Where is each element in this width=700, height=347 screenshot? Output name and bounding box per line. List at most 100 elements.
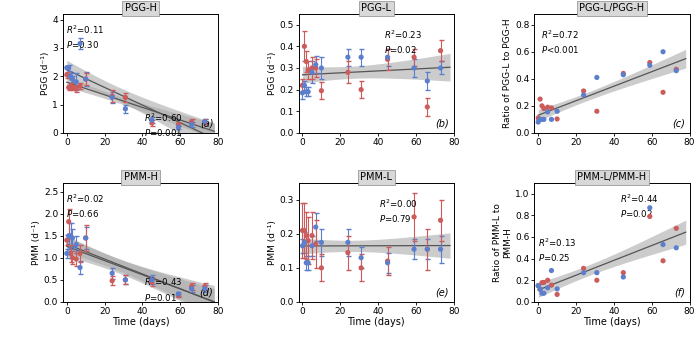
Point <box>65 233 76 238</box>
Point <box>310 62 321 68</box>
Point <box>409 65 420 71</box>
Point <box>71 86 82 92</box>
Point <box>307 243 318 248</box>
Point <box>310 224 321 230</box>
Text: $R^2$=0.60
$P$=0.001: $R^2$=0.60 $P$=0.001 <box>144 111 182 138</box>
Point <box>533 115 544 121</box>
Point <box>617 274 629 280</box>
Title: PMM-L: PMM-L <box>360 172 392 182</box>
Point <box>409 246 420 252</box>
Point <box>533 119 544 125</box>
Point <box>535 117 546 122</box>
Point <box>671 68 682 74</box>
Point <box>146 120 158 126</box>
Point <box>421 78 433 84</box>
Point <box>173 291 184 297</box>
Point <box>302 238 314 244</box>
Point <box>592 75 603 80</box>
Point <box>65 251 76 256</box>
Point <box>435 48 446 53</box>
Point <box>71 79 82 85</box>
Point <box>120 106 131 112</box>
Point <box>316 65 327 71</box>
Point <box>74 265 85 270</box>
Point <box>382 57 393 62</box>
Point <box>74 251 85 256</box>
Text: $R^2$=0.13
$P$=0.25: $R^2$=0.13 $P$=0.25 <box>538 236 576 263</box>
Point <box>546 105 557 111</box>
Title: PMM-H: PMM-H <box>124 172 158 182</box>
Point <box>67 76 78 82</box>
Title: PMM-L/PMM-H: PMM-L/PMM-H <box>578 172 647 182</box>
Point <box>546 282 557 288</box>
Point <box>173 125 184 130</box>
Point <box>657 90 668 95</box>
Text: (e): (e) <box>435 287 449 297</box>
Y-axis label: Ratio of PMM-L to
PMM-H: Ratio of PMM-L to PMM-H <box>493 203 512 282</box>
Point <box>421 104 433 110</box>
Point <box>301 89 312 94</box>
Text: $R^2$=0.43
$P$=0.01: $R^2$=0.43 $P$=0.01 <box>144 276 182 303</box>
Point <box>297 228 308 233</box>
Point <box>535 287 546 292</box>
Text: $R^2$=0.72
$P$<0.001: $R^2$=0.72 $P$<0.001 <box>540 28 579 55</box>
Point <box>186 121 197 127</box>
Point <box>533 283 544 288</box>
Point <box>356 87 367 92</box>
Point <box>199 286 211 291</box>
Point <box>301 260 312 265</box>
X-axis label: Time (days): Time (days) <box>112 317 169 327</box>
Point <box>74 83 85 89</box>
X-axis label: Time (days): Time (days) <box>347 317 405 327</box>
Y-axis label: PGG (d⁻¹): PGG (d⁻¹) <box>267 52 276 95</box>
Point <box>61 72 72 78</box>
Point <box>80 76 91 82</box>
Title: PGG-L: PGG-L <box>361 3 391 13</box>
Text: (c): (c) <box>672 118 685 128</box>
Point <box>552 116 563 122</box>
Point <box>301 233 312 238</box>
Point <box>536 103 547 109</box>
Point <box>146 277 158 282</box>
Text: $R^2$=0.44
$P$=0.02: $R^2$=0.44 $P$=0.02 <box>620 192 659 219</box>
Point <box>106 278 118 283</box>
Point <box>80 235 91 241</box>
Point <box>67 255 78 261</box>
Y-axis label: PMM (d⁻¹): PMM (d⁻¹) <box>32 220 41 265</box>
Point <box>186 286 197 291</box>
Point <box>578 88 589 94</box>
Point <box>199 284 211 289</box>
Point <box>546 117 557 122</box>
Point <box>671 226 682 231</box>
Point <box>74 41 85 46</box>
Point <box>536 117 547 122</box>
Point <box>302 260 314 265</box>
Point <box>297 90 308 96</box>
Point <box>106 270 118 276</box>
Point <box>80 235 91 241</box>
Point <box>120 277 131 282</box>
Point <box>67 85 78 90</box>
Point <box>536 280 547 286</box>
Point <box>617 72 629 77</box>
Y-axis label: Ratio of PGG-L to PGG-H: Ratio of PGG-L to PGG-H <box>503 19 512 128</box>
Point <box>671 245 682 251</box>
Point <box>536 290 547 296</box>
Point <box>80 76 91 82</box>
Point <box>106 95 118 100</box>
Point <box>421 246 433 252</box>
Point <box>657 242 668 247</box>
Point <box>342 240 354 245</box>
Point <box>61 65 72 70</box>
Point <box>657 258 668 264</box>
Text: $R^2$=0.23
$P$=0.02: $R^2$=0.23 $P$=0.02 <box>384 28 422 55</box>
Point <box>342 54 354 60</box>
Point <box>421 246 433 252</box>
Point <box>307 65 318 71</box>
Point <box>307 233 318 238</box>
Point <box>173 293 184 298</box>
Point <box>302 89 314 94</box>
Point <box>578 92 589 98</box>
Point <box>644 62 655 68</box>
Point <box>592 270 603 276</box>
